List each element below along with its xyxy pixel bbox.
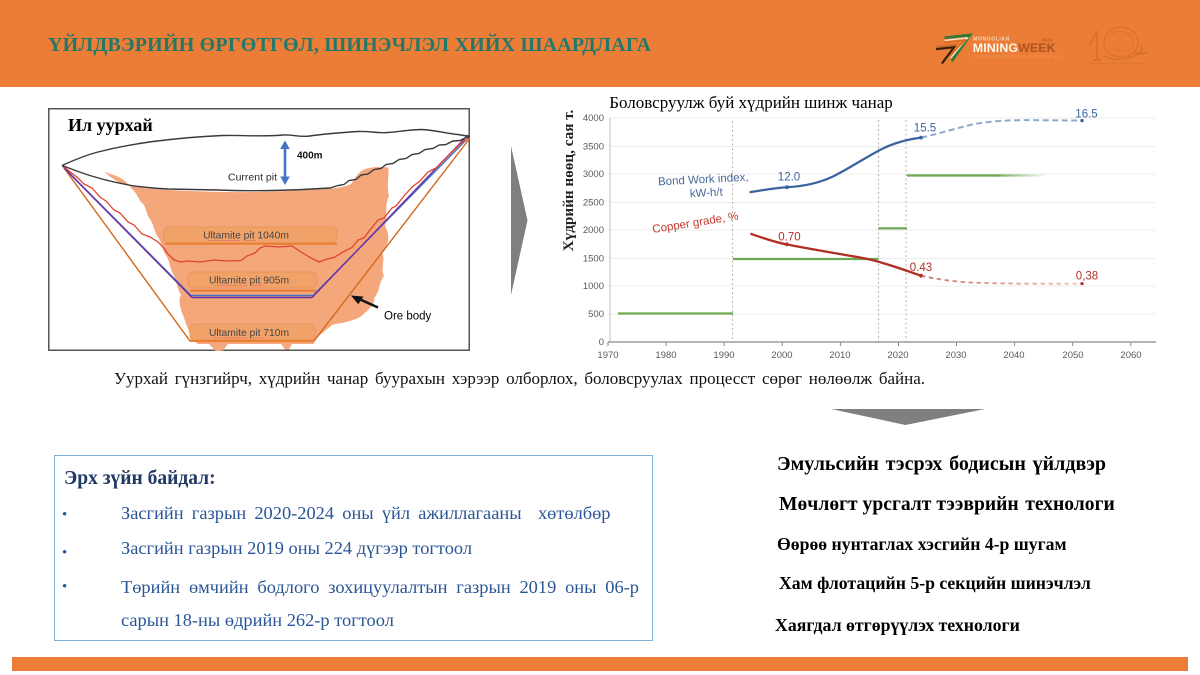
svg-text:1500: 1500 (583, 254, 604, 265)
svg-text:4000: 4000 (583, 113, 604, 124)
svg-text:2000: 2000 (771, 350, 792, 361)
svg-text:Bond Work index,: Bond Work index, (658, 172, 749, 189)
svg-text:MONGOLIAN: MONGOLIAN (973, 37, 1010, 43)
svg-text:1990: 1990 (713, 350, 734, 361)
svg-text:2023: 2023 (1042, 37, 1053, 43)
svg-text:Copper grade, %: Copper grade, % (652, 211, 740, 236)
svg-text:ҮҮСГЭН БАЙГУУЛАГЧ ЭРДЭНЭТ ҮЙЛД: ҮҮСГЭН БАЙГУУЛАГЧ ЭРДЭНЭТ ҮЙЛДВЭР (974, 54, 1060, 59)
svg-text:Ore body: Ore body (384, 311, 432, 323)
svg-text:15.5: 15.5 (914, 123, 936, 135)
svg-text:1970: 1970 (597, 350, 618, 361)
svg-text:2020: 2020 (887, 350, 908, 361)
svg-text:MININGWEEK: MININGWEEK (973, 41, 1056, 55)
svg-text:0.70: 0.70 (778, 232, 800, 244)
svg-text:Ultamite pit 710m: Ultamite pit 710m (209, 328, 289, 339)
svg-text:Хүдрийн нөөц, сая т.: Хүдрийн нөөц, сая т. (560, 109, 577, 251)
svg-text:400m: 400m (297, 151, 323, 162)
svg-text:2040: 2040 (1003, 350, 1024, 361)
svg-text:12.0: 12.0 (778, 172, 800, 184)
svg-text:Current pit: Current pit (228, 172, 277, 184)
svg-text:2500: 2500 (583, 198, 604, 209)
svg-text:1000: 1000 (583, 281, 604, 292)
svg-text:1980: 1980 (655, 350, 676, 361)
svg-text:Боловсруулж буй хүдрийн шинж ч: Боловсруулж буй хүдрийн шинж чанар (609, 93, 893, 112)
svg-text:16.5: 16.5 (1075, 109, 1097, 121)
svg-text:500: 500 (588, 309, 604, 320)
svg-text:0,38: 0,38 (1076, 271, 1098, 283)
svg-text:Ultamite pit 1040m: Ultamite pit 1040m (203, 231, 289, 242)
svg-text:2060: 2060 (1120, 350, 1141, 361)
svg-text:kW-h/t: kW-h/t (689, 186, 723, 200)
svg-text:3000: 3000 (583, 169, 604, 180)
svg-text:0.43: 0.43 (910, 262, 932, 274)
svg-text:0: 0 (599, 337, 604, 348)
svg-text:Ultamite pit 905m: Ultamite pit 905m (209, 276, 289, 287)
svg-text:2010: 2010 (829, 350, 850, 361)
svg-text:3500: 3500 (583, 142, 604, 153)
svg-text:2050: 2050 (1062, 350, 1083, 361)
svg-text:2030: 2030 (945, 350, 966, 361)
svg-text:2000: 2000 (583, 225, 604, 236)
svg-text:Ил уурхай: Ил уурхай (68, 115, 153, 135)
